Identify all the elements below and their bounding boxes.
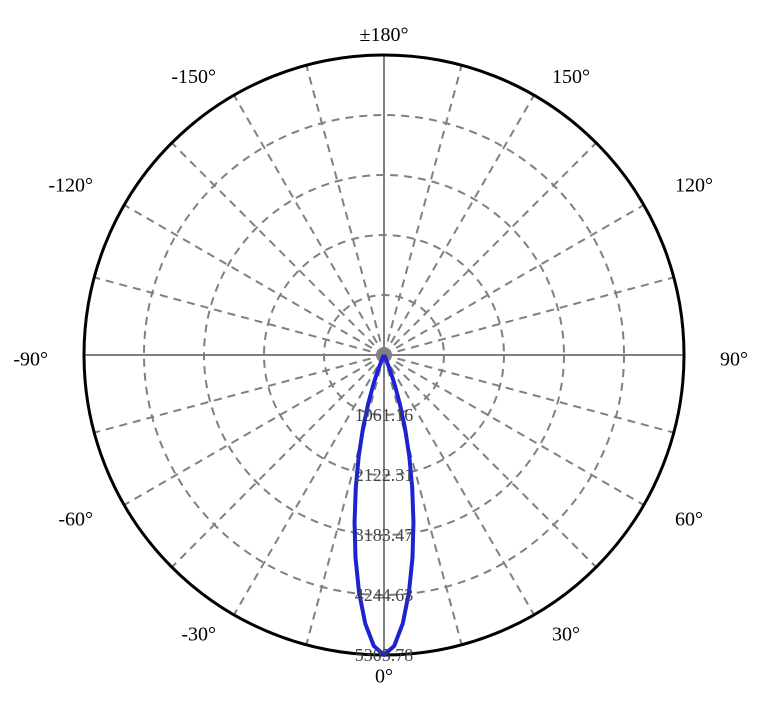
angle-label: 30° [552, 624, 580, 646]
radial-label: 3183.47 [355, 525, 414, 545]
angle-label: 0° [375, 666, 393, 688]
angle-label: -120° [48, 175, 93, 197]
angle-label: ±180° [360, 24, 409, 46]
radial-label: 2122.31 [355, 465, 414, 485]
angle-label: 60° [675, 509, 703, 531]
angle-label: 90° [720, 349, 748, 371]
angle-label: -30° [181, 624, 216, 646]
angle-label: -90° [13, 349, 48, 371]
angle-label: 150° [552, 66, 590, 88]
angle-label: -150° [171, 66, 216, 88]
radial-label: 5305.78 [355, 645, 414, 665]
angle-label: 120° [675, 175, 713, 197]
angle-label: -60° [58, 509, 93, 531]
radial-label: 4244.63 [355, 585, 414, 605]
polar-radiation-chart: -150° -120° -90° -60° -30° 0° 30° 60° 90° 120° 150… [0, 0, 765, 704]
radial-label: 1061.16 [355, 405, 414, 425]
